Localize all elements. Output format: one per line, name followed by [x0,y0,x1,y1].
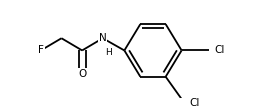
Text: F: F [38,45,44,55]
Text: O: O [78,69,86,79]
Text: H: H [105,48,112,57]
Text: N: N [99,33,107,43]
Text: Cl: Cl [190,98,200,108]
Text: Cl: Cl [214,45,224,55]
